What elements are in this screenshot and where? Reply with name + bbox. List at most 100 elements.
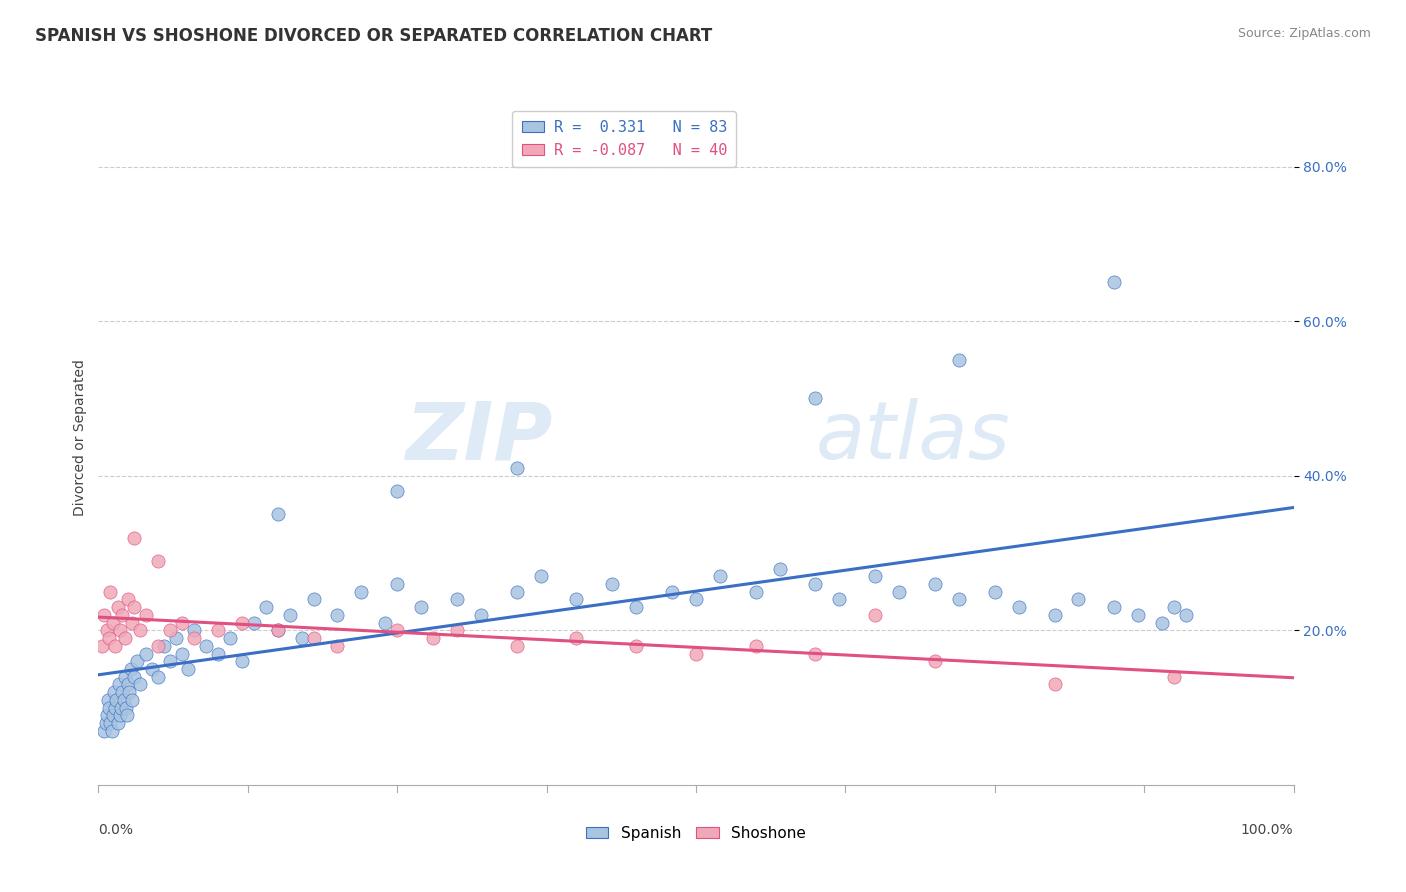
Point (207, 624, 229, 638)
Point (195, 639, 218, 653)
Point (125, 654, 148, 668)
Point (112, 693, 135, 707)
Point (98, 716, 122, 731)
Point (804, 577, 827, 591)
Point (1104, 276, 1126, 290)
Point (172, 647, 194, 661)
Point (129, 624, 152, 638)
Point (104, 639, 127, 653)
Point (93, 607, 115, 622)
Point (121, 693, 143, 707)
Point (101, 708, 124, 723)
Point (302, 631, 325, 645)
Point (98, 584, 122, 599)
Point (1043, 607, 1066, 622)
Point (685, 592, 707, 607)
Text: ZIP: ZIP (405, 398, 553, 476)
Point (254, 600, 277, 615)
Point (219, 631, 242, 645)
Point (804, 392, 827, 406)
Point (115, 700, 138, 714)
Point (124, 531, 146, 545)
Point (506, 461, 529, 475)
Point (626, 600, 648, 615)
Point (91, 639, 114, 653)
Point (422, 631, 444, 645)
Point (172, 615, 194, 630)
Point (278, 607, 301, 622)
Point (769, 561, 792, 575)
Point (111, 607, 134, 622)
Point (1152, 615, 1174, 630)
Point (207, 647, 229, 661)
Point (470, 607, 492, 622)
Point (117, 592, 139, 607)
Point (385, 577, 409, 591)
Point (243, 615, 266, 630)
Point (924, 654, 946, 668)
Point (565, 631, 588, 645)
Point (291, 631, 314, 645)
Point (231, 654, 253, 668)
Point (107, 716, 129, 731)
Point (101, 615, 124, 630)
Point (104, 700, 127, 714)
Point (446, 592, 468, 607)
Point (93, 723, 115, 738)
Point (98, 700, 121, 714)
Point (1163, 670, 1185, 684)
Point (565, 592, 588, 607)
Point (745, 639, 768, 653)
Point (1163, 600, 1185, 615)
Point (828, 592, 851, 607)
Point (530, 569, 553, 583)
Point (96, 708, 118, 723)
Point (183, 624, 205, 638)
Point (111, 685, 134, 699)
Point (326, 607, 349, 622)
Point (1104, 600, 1126, 615)
Point (1175, 607, 1198, 622)
Point (183, 631, 205, 645)
Point (100, 723, 122, 738)
Point (1128, 607, 1150, 622)
Point (124, 670, 146, 684)
Point (114, 670, 136, 684)
Point (97, 693, 120, 707)
Point (135, 607, 157, 622)
Point (96, 624, 118, 638)
Point (124, 600, 146, 615)
Point (148, 639, 170, 653)
Point (115, 708, 138, 723)
Point (165, 631, 187, 645)
Text: 0.0%: 0.0% (98, 823, 134, 838)
Point (177, 662, 200, 676)
Point (159, 624, 181, 638)
Point (148, 670, 170, 684)
Point (948, 352, 970, 367)
Point (804, 647, 827, 661)
Point (105, 693, 128, 707)
Point (374, 615, 396, 630)
Point (385, 624, 409, 638)
Y-axis label: Divorced or Separated: Divorced or Separated (73, 359, 87, 516)
Text: atlas: atlas (815, 398, 1011, 476)
Point (108, 624, 131, 638)
Point (267, 508, 290, 522)
Text: SPANISH VS SHOSHONE DIVORCED OR SEPARATED CORRELATION CHART: SPANISH VS SHOSHONE DIVORCED OR SEPARATE… (35, 27, 713, 45)
Point (231, 615, 253, 630)
Point (865, 607, 887, 622)
Point (107, 600, 129, 615)
Point (98, 631, 121, 645)
Point (745, 584, 768, 599)
Point (685, 647, 707, 661)
Point (506, 584, 529, 599)
Point (446, 624, 468, 638)
Point (948, 592, 970, 607)
Point (302, 592, 325, 607)
Point (141, 662, 163, 676)
Point (121, 615, 143, 630)
Point (506, 639, 529, 653)
Point (108, 708, 131, 723)
Text: Source: ZipAtlas.com: Source: ZipAtlas.com (1237, 27, 1371, 40)
